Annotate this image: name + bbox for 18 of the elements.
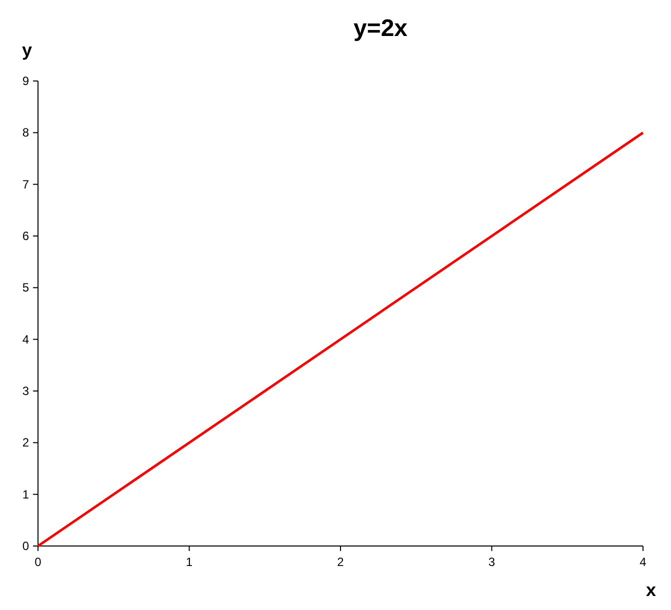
chart-title: y=2x [353, 15, 408, 42]
y-axis-title: y [22, 40, 32, 60]
y-tick-label: 4 [22, 332, 30, 346]
x-tick-label: 2 [337, 555, 344, 569]
y-tick-label: 8 [22, 126, 30, 140]
y-tick-label: 0 [22, 539, 30, 553]
y-tick-label: 2 [22, 436, 30, 450]
x-tick-label: 3 [488, 555, 496, 569]
y-tick-label: 7 [22, 177, 30, 192]
x-tick-label: 4 [640, 555, 647, 569]
y-tick-label: 3 [22, 384, 30, 398]
y-tick-label: 1 [22, 487, 30, 502]
x-tick-label: 0 [34, 555, 42, 569]
y-tick-label: 5 [22, 280, 30, 295]
x-tick-label: 1 [186, 555, 193, 569]
y-tick-label: 6 [22, 229, 30, 243]
y-tick-label: 9 [22, 74, 30, 88]
x-axis-title: x [646, 580, 656, 600]
